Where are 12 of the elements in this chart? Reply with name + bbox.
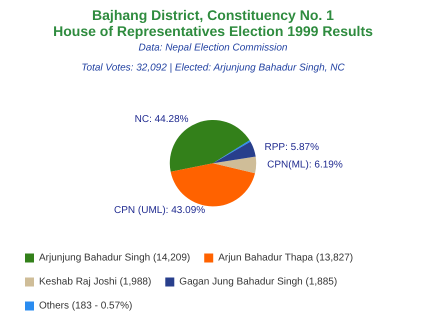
text: Total Votes: 32,092 | Elected: Arjunjung Bahadur Singh, NC [81,62,346,74]
legend-label: Arjunjung Bahadur Singh (14,209) [39,252,190,264]
legend-label: Keshab Raj Joshi (1,988) [39,276,152,288]
legend-label: Gagan Jung Bahadur Singh (1,885) [179,276,338,288]
data-label: CPN(ML): 6.19% [267,160,343,171]
legend-label: Others (183 - 0.57%) [39,300,132,312]
data-label: CPN (UML): 43.09% [114,204,206,216]
chart-subtitle: Data: Nepal Election Commission [138,42,288,54]
chart-title: Bajhang District, Constituency No. 1 House of Representatives Election 1999 Results [53,7,374,39]
data-label: RPP: 5.87% [264,142,320,154]
legend-label: Arjun Bahadur Thapa (13,827) [218,252,354,264]
data-label: NC: 44.28% [134,114,189,125]
